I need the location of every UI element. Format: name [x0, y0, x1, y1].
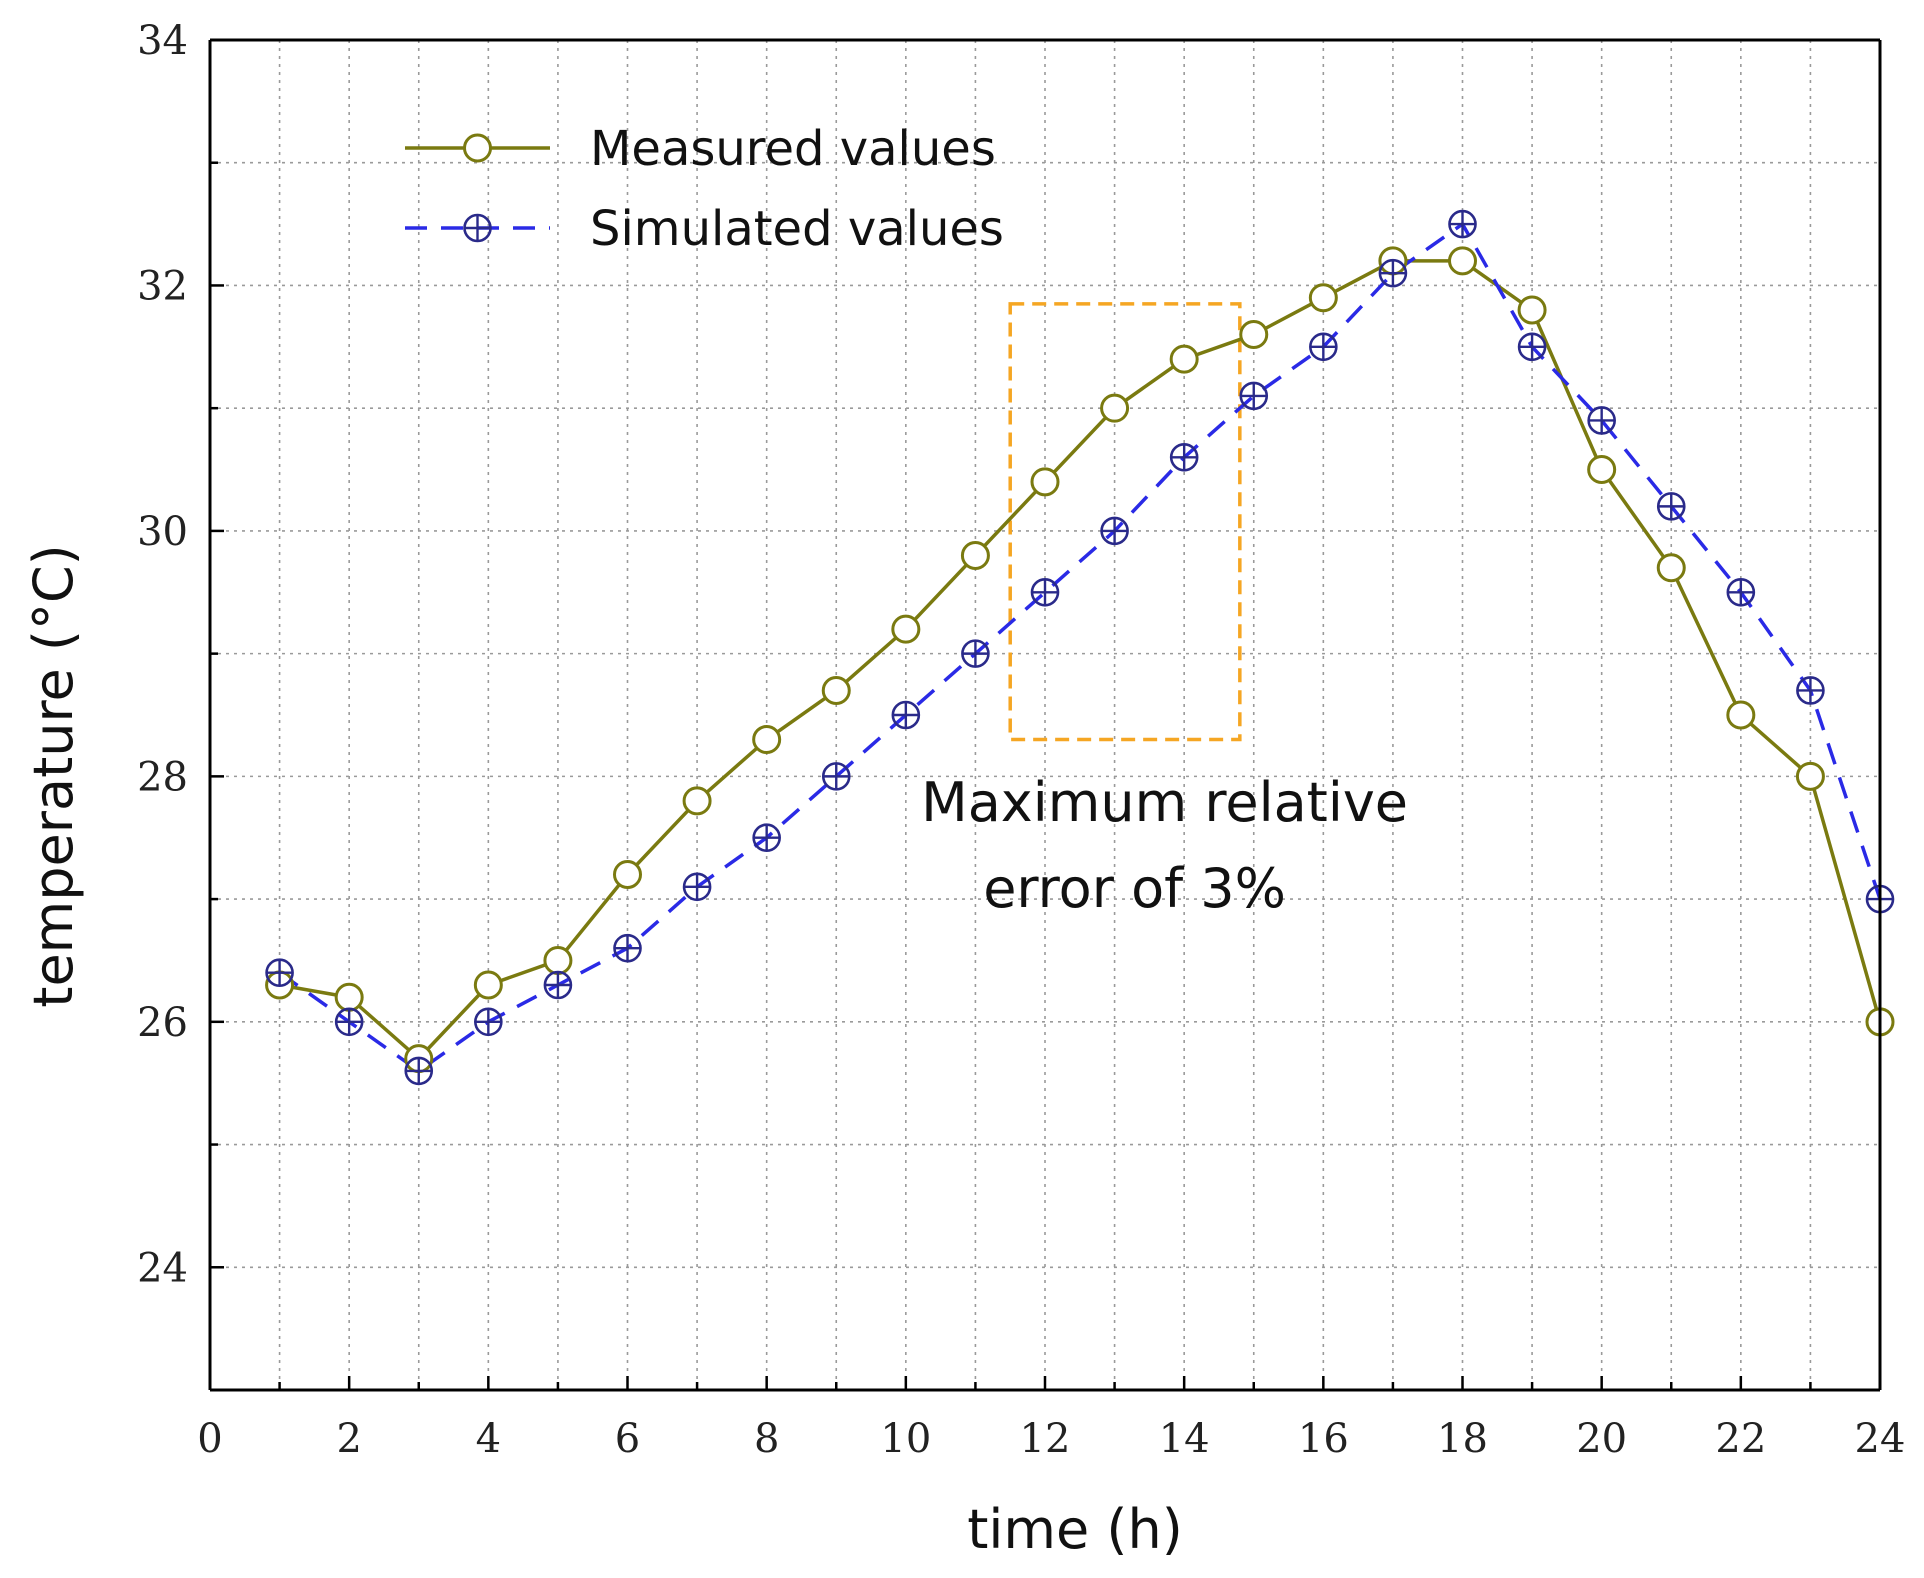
x-tick-label: 18: [1437, 1416, 1488, 1462]
measured-point: [1656, 553, 1686, 583]
x-tick-label: 24: [1855, 1416, 1906, 1462]
simulated-point: [1239, 381, 1269, 411]
measured-point: [1100, 393, 1130, 423]
axes: [208, 38, 1882, 1392]
simulated-point: [1448, 209, 1477, 239]
simulated-point: [1517, 332, 1547, 362]
legend: Measured values Simulated values: [405, 121, 1004, 257]
x-tick-label: 10: [880, 1416, 931, 1462]
simulated-point: [1796, 676, 1825, 705]
simulated-point: [1656, 492, 1686, 521]
x-tick-label: 20: [1576, 1416, 1627, 1462]
x-tick-label: 4: [476, 1416, 501, 1462]
x-tick-label: 8: [754, 1416, 779, 1462]
annotation-text-line: Maximum relative: [921, 771, 1408, 834]
legend-simulated-label: Simulated values: [590, 201, 1004, 257]
measured-point: [1030, 467, 1060, 497]
x-tick-label: 14: [1159, 1416, 1210, 1462]
measured-point: [821, 675, 851, 705]
legend-measured-label: Measured values: [590, 121, 996, 177]
measured-point: [1448, 246, 1477, 276]
annotation-text-group: Maximum relative error of 3%: [921, 771, 1408, 920]
measured-point: [1726, 700, 1756, 730]
legend-simulated-marker: [463, 213, 492, 243]
measured-point: [543, 945, 573, 975]
series-group: [265, 209, 1895, 1086]
simulated-point: [404, 1056, 434, 1086]
y-tick-label: 24: [137, 1245, 188, 1291]
simulated-series-line: [278, 222, 1882, 1073]
annotation-box: [1008, 302, 1242, 742]
x-tick-label: 22: [1715, 1416, 1766, 1462]
simulated-point: [682, 872, 712, 902]
x-tick-label: 12: [1020, 1416, 1071, 1462]
measured-point: [1517, 295, 1547, 325]
gridlines: [210, 40, 1880, 1390]
simulated-point: [334, 1007, 364, 1037]
measured-series-line: [279, 259, 1882, 1061]
measured-point: [1587, 455, 1617, 485]
simulated-point: [474, 1007, 503, 1037]
simulated-point: [1378, 258, 1408, 288]
y-tick-label: 30: [137, 509, 188, 555]
simulated-point: [1169, 442, 1199, 472]
simulated-point: [1309, 332, 1338, 362]
y-tick-label: 28: [137, 754, 188, 800]
simulated-point: [891, 700, 921, 730]
x-tick-label: 16: [1298, 1416, 1349, 1462]
measured-point: [1169, 344, 1199, 374]
y-axis-title: temperature (°C): [22, 544, 85, 1007]
simulated-point: [961, 639, 990, 668]
measured-point: [613, 860, 642, 890]
annotation-box-group: [1008, 302, 1242, 742]
measured-point: [1239, 320, 1269, 350]
simulated-point: [543, 970, 573, 1000]
measured-point: [682, 786, 712, 816]
simulated-point: [752, 823, 781, 853]
simulated-point: [821, 762, 851, 791]
simulated-point: [613, 933, 642, 963]
simulated-point: [1100, 516, 1129, 546]
x-tick-label: 2: [336, 1416, 361, 1462]
measured-point: [473, 970, 503, 1000]
measured-point: [1308, 283, 1338, 313]
annotation-text-line: error of 3%: [983, 857, 1286, 920]
simulated-point: [1587, 406, 1616, 435]
y-tick-label: 34: [137, 18, 188, 64]
x-axis-title: time (h): [967, 1498, 1183, 1561]
y-tick-label: 32: [137, 263, 188, 309]
measured-point: [891, 614, 921, 644]
measured-point: [960, 540, 990, 570]
legend-measured-marker: [463, 133, 492, 163]
x-tick-label: 0: [197, 1416, 222, 1462]
y-tick-label: 26: [137, 1000, 188, 1046]
simulated-point: [265, 958, 294, 988]
simulated-point: [1030, 577, 1060, 607]
measured-point: [1795, 761, 1825, 791]
x-tick-label: 6: [615, 1416, 640, 1462]
measured-point: [334, 982, 364, 1012]
simulated-point: [1726, 577, 1756, 607]
measured-point: [752, 725, 782, 755]
